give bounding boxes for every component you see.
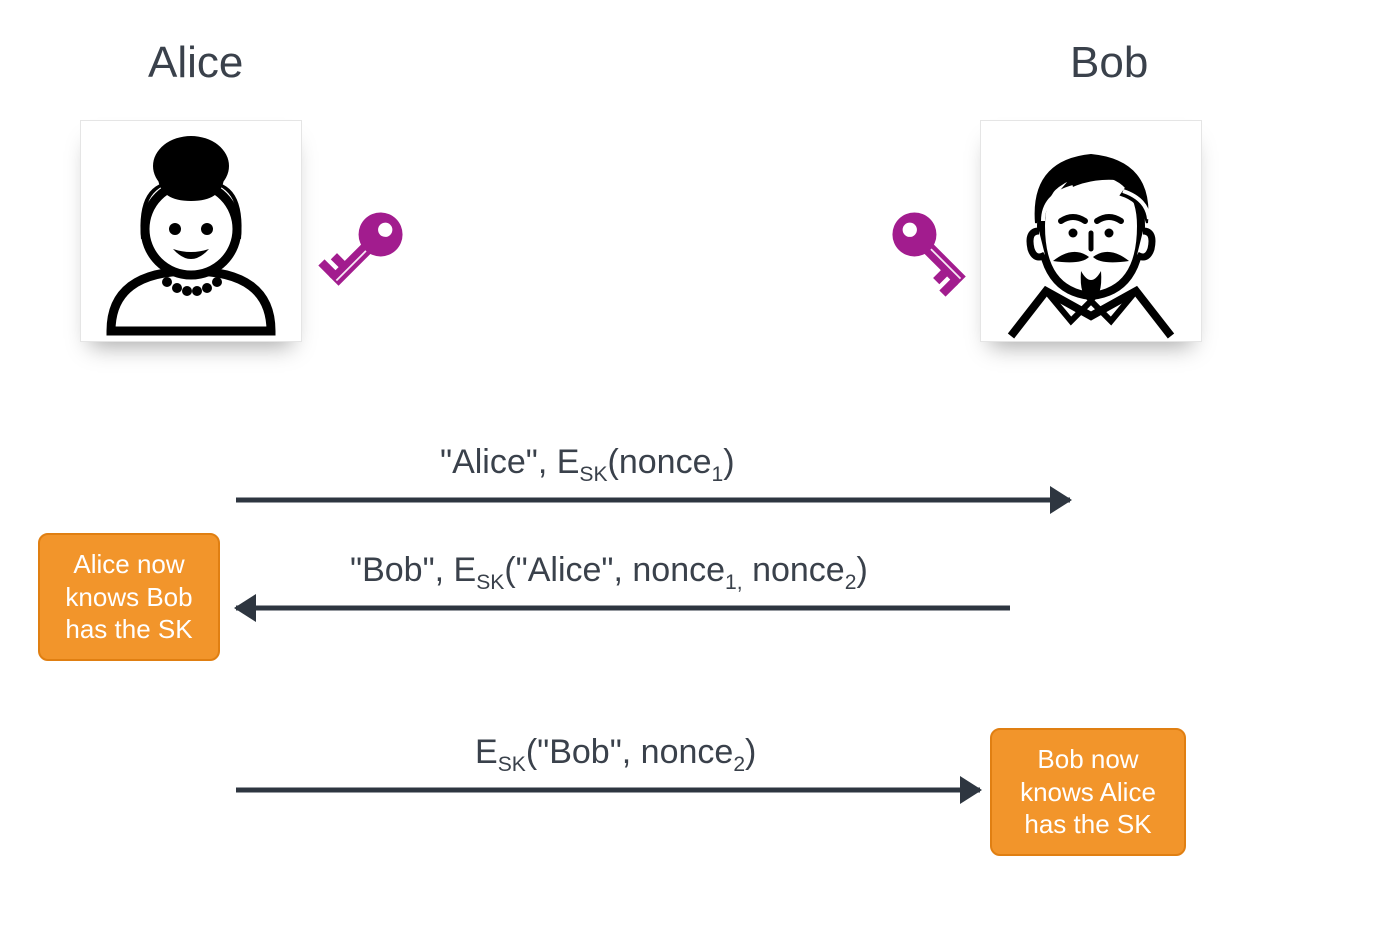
bob-key-icon <box>875 195 985 305</box>
alice-key-icon <box>310 195 420 305</box>
alice-portrait <box>80 120 302 342</box>
bob-avatar-icon <box>981 121 1201 341</box>
bob-portrait <box>980 120 1202 342</box>
msg2-label: "Bob", ESK("Alice", nonce1, nonce2) <box>350 551 868 595</box>
bob-knows-callout: Bob now knows Alice has the SK <box>990 728 1186 856</box>
alice-knows-text: Alice now knows Bob has the SK <box>54 548 204 646</box>
bob-knows-text: Bob now knows Alice has the SK <box>1006 743 1170 841</box>
alice-avatar-icon <box>81 121 301 341</box>
bob-name-label: Bob <box>1070 38 1148 88</box>
diagram-stage: Alice Bob <box>0 0 1375 938</box>
msg3-label: ESK("Bob", nonce2) <box>475 733 756 777</box>
alice-knows-callout: Alice now knows Bob has the SK <box>38 533 220 661</box>
msg1-label: "Alice", ESK(nonce1) <box>440 443 735 487</box>
alice-name-label: Alice <box>148 38 243 88</box>
